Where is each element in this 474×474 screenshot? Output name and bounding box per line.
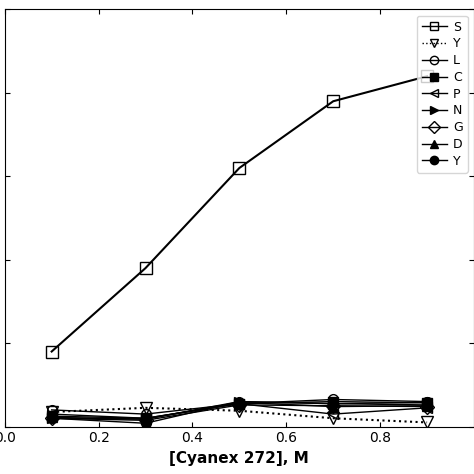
D xyxy=(237,400,242,405)
Line: N: N xyxy=(47,397,432,424)
G xyxy=(330,403,336,409)
D xyxy=(424,403,430,409)
Y xyxy=(143,420,148,426)
G xyxy=(424,404,430,410)
N xyxy=(49,415,55,421)
P xyxy=(143,415,148,421)
D xyxy=(330,404,336,410)
Y xyxy=(49,409,55,415)
L xyxy=(49,407,55,413)
N xyxy=(143,416,148,422)
G xyxy=(49,415,55,421)
L xyxy=(424,399,430,404)
P xyxy=(49,411,55,417)
X-axis label: [Cyanex 272], M: [Cyanex 272], M xyxy=(170,451,309,466)
C xyxy=(143,415,148,421)
D xyxy=(143,416,148,422)
G xyxy=(143,418,148,423)
P xyxy=(424,405,430,410)
Line: S: S xyxy=(46,71,433,357)
N xyxy=(330,401,336,407)
S xyxy=(143,265,148,271)
Line: P: P xyxy=(47,399,432,423)
N xyxy=(237,399,242,404)
L xyxy=(143,411,148,417)
Line: D: D xyxy=(47,398,432,424)
S xyxy=(424,73,430,79)
Y xyxy=(237,408,242,414)
P xyxy=(330,411,336,417)
Line: L: L xyxy=(47,395,432,419)
C xyxy=(424,400,430,406)
Y xyxy=(424,419,430,425)
Line: Y: Y xyxy=(46,402,433,428)
L xyxy=(237,401,242,407)
Legend: S, Y, L, C, P, N, G, D, Y: S, Y, L, C, P, N, G, D, Y xyxy=(417,16,468,173)
D xyxy=(49,415,55,420)
N xyxy=(424,402,430,408)
G xyxy=(237,402,242,408)
Y xyxy=(330,401,336,407)
P xyxy=(237,401,242,407)
S xyxy=(330,99,336,104)
Line: C: C xyxy=(47,397,432,423)
C xyxy=(49,413,55,419)
C xyxy=(330,399,336,404)
S xyxy=(49,349,55,355)
Line: Y: Y xyxy=(47,397,432,428)
Line: G: G xyxy=(47,400,432,425)
Y xyxy=(49,415,55,421)
L xyxy=(330,397,336,402)
C xyxy=(237,401,242,407)
Y xyxy=(237,399,242,404)
S xyxy=(237,165,242,171)
Y xyxy=(330,415,336,421)
Y xyxy=(143,405,148,410)
Y xyxy=(424,400,430,405)
